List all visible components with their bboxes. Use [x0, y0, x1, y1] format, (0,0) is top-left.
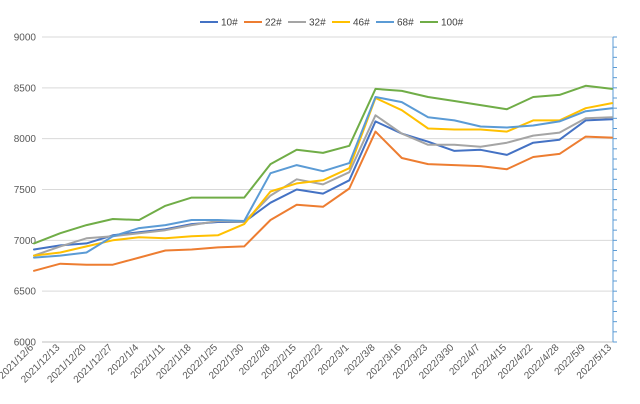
- legend-item-32: 32#: [288, 18, 326, 29]
- y-axis-tick-labels: 6000 6500 7000 7500 8000 8500 9000: [14, 33, 37, 349]
- legend-label: 22#: [265, 18, 282, 29]
- legend-item-68: 68#: [376, 18, 414, 29]
- legend-label: 100#: [441, 18, 464, 29]
- legend-label: 68#: [397, 18, 414, 29]
- series-line-22: [33, 130, 613, 272]
- legend-item-22: 22#: [244, 18, 282, 29]
- series-line-100: [33, 84, 613, 245]
- secondary-axis: [612, 36, 617, 343]
- y-tick-label: 6500: [14, 287, 37, 298]
- series-line-46: [33, 97, 613, 257]
- series-line-68: [33, 96, 613, 259]
- series-line-32: [33, 114, 613, 257]
- legend-label: 32#: [309, 18, 326, 29]
- y-tick-label: 9000: [14, 33, 37, 44]
- legend-item-100: 100#: [420, 18, 464, 29]
- legend-label: 10#: [221, 18, 238, 29]
- chart-legend: 10# 22# 32# 46# 68# 100#: [200, 18, 464, 29]
- legend-item-10: 10#: [200, 18, 238, 29]
- series-lines: [33, 84, 613, 272]
- y-tick-label: 6000: [14, 338, 37, 349]
- gridlines: [42, 36, 613, 343]
- y-tick-label: 7000: [14, 236, 37, 247]
- y-tick-label: 8000: [14, 134, 37, 145]
- y-tick-label: 7500: [14, 185, 37, 196]
- x-axis-tick-labels: 2021/12/62021/12/132021/12/202021/12/272…: [0, 342, 614, 385]
- legend-label: 46#: [353, 18, 370, 29]
- legend-item-46: 46#: [332, 18, 370, 29]
- y-tick-label: 8500: [14, 83, 37, 94]
